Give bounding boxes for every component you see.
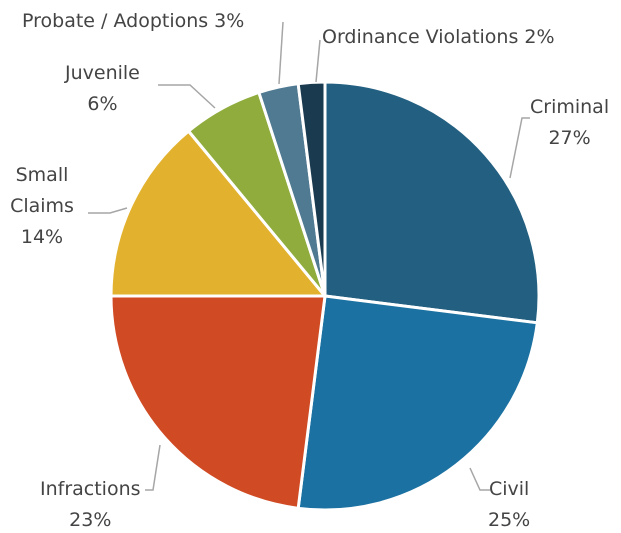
pie-slice: [296, 80, 327, 298]
data-label: Juvenile 6%: [65, 58, 140, 120]
category-label: Small Claims: [10, 164, 74, 217]
value-label: 6%: [87, 93, 118, 115]
data-label: Small Claims 14%: [2, 160, 82, 253]
leader-line: [469, 467, 490, 491]
leader-line: [315, 39, 321, 83]
leader-line: [509, 117, 530, 179]
category-label: Ordinance Violations: [322, 26, 519, 48]
leader-line: [158, 84, 216, 109]
value-label: 3%: [214, 10, 245, 32]
pie-slice: [323, 80, 541, 325]
category-label: Criminal: [530, 96, 610, 118]
leader-line: [145, 444, 161, 491]
leader-line: [88, 207, 128, 214]
category-label: Probate / Adoptions: [22, 10, 209, 32]
data-label: Ordinance Violations 2%: [322, 22, 555, 53]
value-label: 25%: [488, 509, 531, 531]
pie-slice: [109, 129, 327, 298]
value-label: 27%: [548, 127, 591, 149]
category-label: Civil: [488, 478, 530, 500]
data-label: Infractions 23%: [40, 474, 141, 533]
value-label: 23%: [69, 509, 112, 531]
leader-line: [278, 21, 284, 85]
pie-slice: [296, 294, 539, 512]
data-label: Civil 25%: [488, 474, 530, 533]
data-label: Criminal 27%: [530, 92, 609, 154]
value-label: 2%: [524, 26, 555, 48]
pie-slice: [109, 294, 327, 510]
data-label: Probate / Adoptions 3%: [22, 6, 244, 37]
category-label: Infractions: [40, 478, 141, 500]
category-label: Juvenile: [65, 62, 140, 84]
value-label: 14%: [20, 226, 64, 248]
